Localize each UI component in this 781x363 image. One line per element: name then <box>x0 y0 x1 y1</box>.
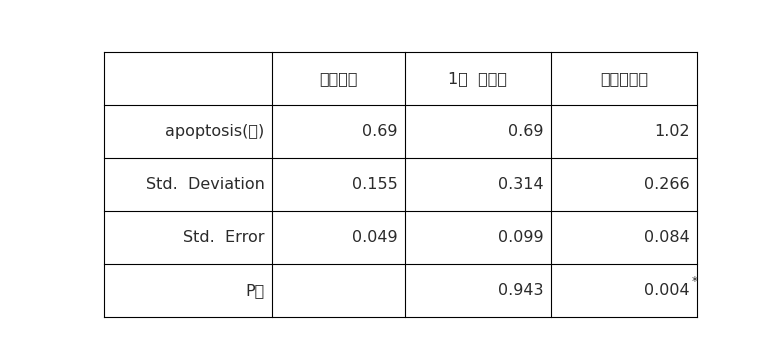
Text: 지속노출군: 지속노출군 <box>600 71 648 86</box>
Text: 0.155: 0.155 <box>352 177 398 192</box>
Text: 0.049: 0.049 <box>352 230 398 245</box>
Text: apoptosis(개): apoptosis(개) <box>166 124 265 139</box>
Text: 0.69: 0.69 <box>362 124 398 139</box>
Text: 1.02: 1.02 <box>654 124 690 139</box>
Text: Std.  Error: Std. Error <box>183 230 265 245</box>
Text: 0.69: 0.69 <box>508 124 544 139</box>
Text: Std.  Deviation: Std. Deviation <box>146 177 265 192</box>
Text: 0.943: 0.943 <box>498 284 544 298</box>
Text: 0.266: 0.266 <box>644 177 690 192</box>
Text: 0.314: 0.314 <box>498 177 544 192</box>
Text: *: * <box>691 275 697 288</box>
Text: 비노출군: 비노출군 <box>319 71 358 86</box>
Text: P값: P값 <box>245 284 265 298</box>
Text: 0.099: 0.099 <box>498 230 544 245</box>
Text: 0.004: 0.004 <box>644 284 690 298</box>
Text: 1주  노출군: 1주 노출군 <box>448 71 508 86</box>
Text: 0.084: 0.084 <box>644 230 690 245</box>
